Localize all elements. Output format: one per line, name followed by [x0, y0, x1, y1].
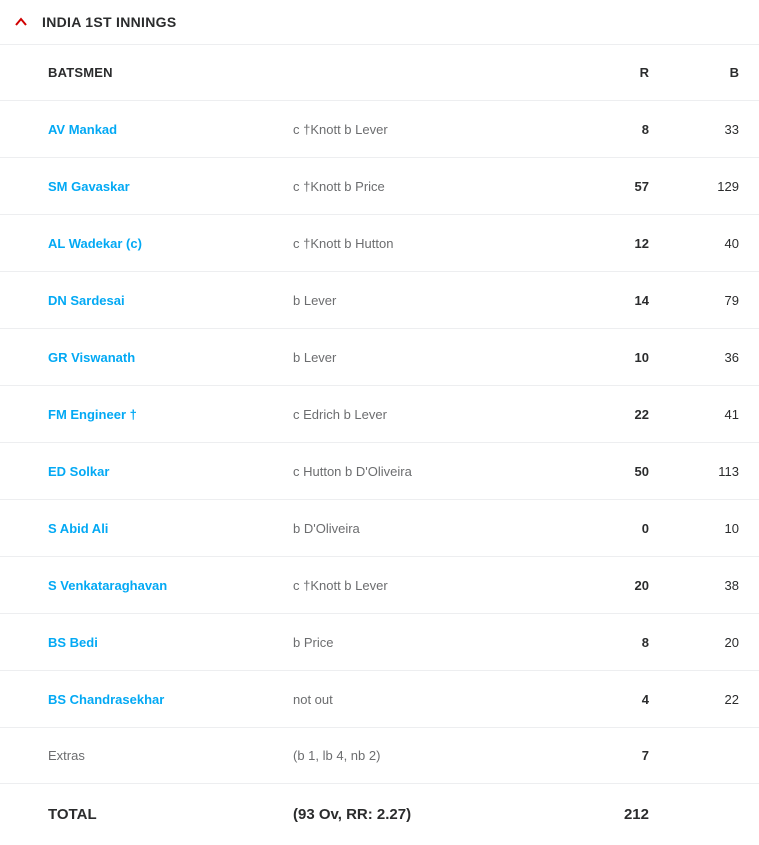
table-row: SM Gavaskar c †Knott b Price57129	[0, 158, 759, 215]
batsman-cell: FM Engineer †	[48, 406, 293, 422]
total-label: TOTAL	[48, 806, 293, 823]
dismissal-cell: b Lever	[293, 293, 559, 308]
dismissal-cell: not out	[293, 692, 559, 707]
runs-cell: 12	[559, 236, 649, 251]
batsman-link[interactable]: AV Mankad	[48, 122, 117, 137]
batsman-link[interactable]: BS Chandrasekhar	[48, 692, 164, 707]
batsman-link[interactable]: ED Solkar	[48, 464, 109, 479]
dismissal-cell: b D'Oliveira	[293, 521, 559, 536]
table-row: AL Wadekar (c) c †Knott b Hutton1240	[0, 215, 759, 272]
balls-cell: 79	[649, 293, 739, 308]
dismissal-cell: c Hutton b D'Oliveira	[293, 464, 559, 479]
col-header-batsmen: BATSMEN	[48, 65, 293, 80]
balls-cell: 40	[649, 236, 739, 251]
batsman-cell: S Venkataraghavan	[48, 577, 293, 593]
balls-cell: 22	[649, 692, 739, 707]
balls-cell: 20	[649, 635, 739, 650]
total-row: TOTAL (93 Ov, RR: 2.27) 212	[0, 784, 759, 845]
dismissal-cell: c †Knott b Lever	[293, 122, 559, 137]
col-header-runs: R	[559, 65, 649, 80]
extras-row: Extras (b 1, lb 4, nb 2) 7	[0, 728, 759, 784]
batsman-cell: S Abid Ali	[48, 520, 293, 536]
balls-cell: 33	[649, 122, 739, 137]
total-runs: 212	[559, 806, 649, 823]
balls-cell: 113	[649, 464, 739, 479]
runs-cell: 50	[559, 464, 649, 479]
batsman-cell: BS Bedi	[48, 634, 293, 650]
table-header: BATSMEN R B	[0, 45, 759, 101]
balls-cell: 41	[649, 407, 739, 422]
batsman-cell: BS Chandrasekhar	[48, 691, 293, 707]
table-row: BS Bedi b Price820	[0, 614, 759, 671]
batsman-cell: AL Wadekar (c)	[48, 235, 293, 251]
batsman-cell: SM Gavaskar	[48, 178, 293, 194]
table-row: S Venkataraghavan c †Knott b Lever2038	[0, 557, 759, 614]
dismissal-cell: c Edrich b Lever	[293, 407, 559, 422]
table-row: S Abid Ali b D'Oliveira010	[0, 500, 759, 557]
batsman-link[interactable]: SM Gavaskar	[48, 179, 130, 194]
runs-cell: 0	[559, 521, 649, 536]
batsman-link[interactable]: S Venkataraghavan	[48, 578, 167, 593]
runs-cell: 20	[559, 578, 649, 593]
runs-cell: 8	[559, 635, 649, 650]
col-header-dismissal	[293, 65, 559, 80]
col-header-balls: B	[649, 65, 739, 80]
extras-detail: (b 1, lb 4, nb 2)	[293, 748, 559, 763]
batsman-link[interactable]: S Abid Ali	[48, 521, 108, 536]
dismissal-cell: c †Knott b Hutton	[293, 236, 559, 251]
balls-cell: 10	[649, 521, 739, 536]
extras-label: Extras	[48, 748, 293, 763]
table-row: FM Engineer † c Edrich b Lever2241	[0, 386, 759, 443]
table-row: GR Viswanath b Lever1036	[0, 329, 759, 386]
batsman-link[interactable]: GR Viswanath	[48, 350, 135, 365]
batsman-cell: GR Viswanath	[48, 349, 293, 365]
innings-title: INDIA 1ST INNINGS	[42, 14, 176, 30]
runs-cell: 8	[559, 122, 649, 137]
balls-cell: 36	[649, 350, 739, 365]
runs-cell: 22	[559, 407, 649, 422]
table-row: BS Chandrasekhar not out422	[0, 671, 759, 728]
table-row: ED Solkar c Hutton b D'Oliveira50113	[0, 443, 759, 500]
table-row: DN Sardesai b Lever1479	[0, 272, 759, 329]
dismissal-cell: c †Knott b Price	[293, 179, 559, 194]
runs-cell: 4	[559, 692, 649, 707]
batsman-link[interactable]: AL Wadekar (c)	[48, 236, 142, 251]
batsman-link[interactable]: BS Bedi	[48, 635, 98, 650]
extras-runs: 7	[559, 748, 649, 763]
batsman-cell: AV Mankad	[48, 121, 293, 137]
runs-cell: 10	[559, 350, 649, 365]
dismissal-cell: c †Knott b Lever	[293, 578, 559, 593]
balls-cell: 129	[649, 179, 739, 194]
dismissal-cell: b Lever	[293, 350, 559, 365]
innings-header[interactable]: INDIA 1ST INNINGS	[0, 0, 759, 45]
batsman-link[interactable]: FM Engineer †	[48, 407, 137, 422]
total-detail: (93 Ov, RR: 2.27)	[293, 806, 559, 823]
batsman-cell: DN Sardesai	[48, 292, 293, 308]
table-row: AV Mankad c †Knott b Lever833	[0, 101, 759, 158]
runs-cell: 14	[559, 293, 649, 308]
batsman-cell: ED Solkar	[48, 463, 293, 479]
dismissal-cell: b Price	[293, 635, 559, 650]
runs-cell: 57	[559, 179, 649, 194]
batsman-link[interactable]: DN Sardesai	[48, 293, 125, 308]
balls-cell: 38	[649, 578, 739, 593]
chevron-up-icon	[14, 15, 28, 29]
